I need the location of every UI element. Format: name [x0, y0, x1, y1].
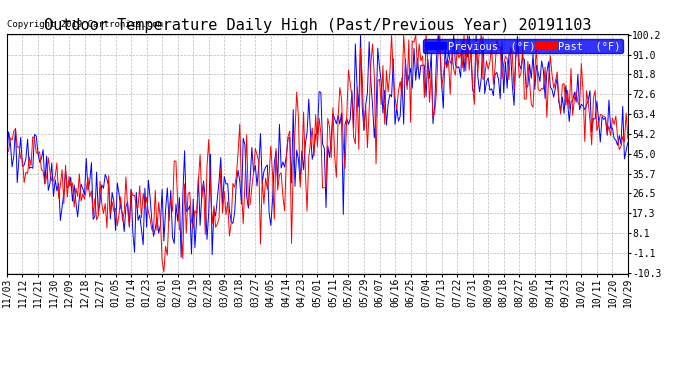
Legend: Previous  (°F), Past  (°F): Previous (°F), Past (°F) [423, 39, 622, 53]
Title: Outdoor Temperature Daily High (Past/Previous Year) 20191103: Outdoor Temperature Daily High (Past/Pre… [43, 18, 591, 33]
Text: Copyright 2019 Cartronics.com: Copyright 2019 Cartronics.com [7, 20, 163, 29]
